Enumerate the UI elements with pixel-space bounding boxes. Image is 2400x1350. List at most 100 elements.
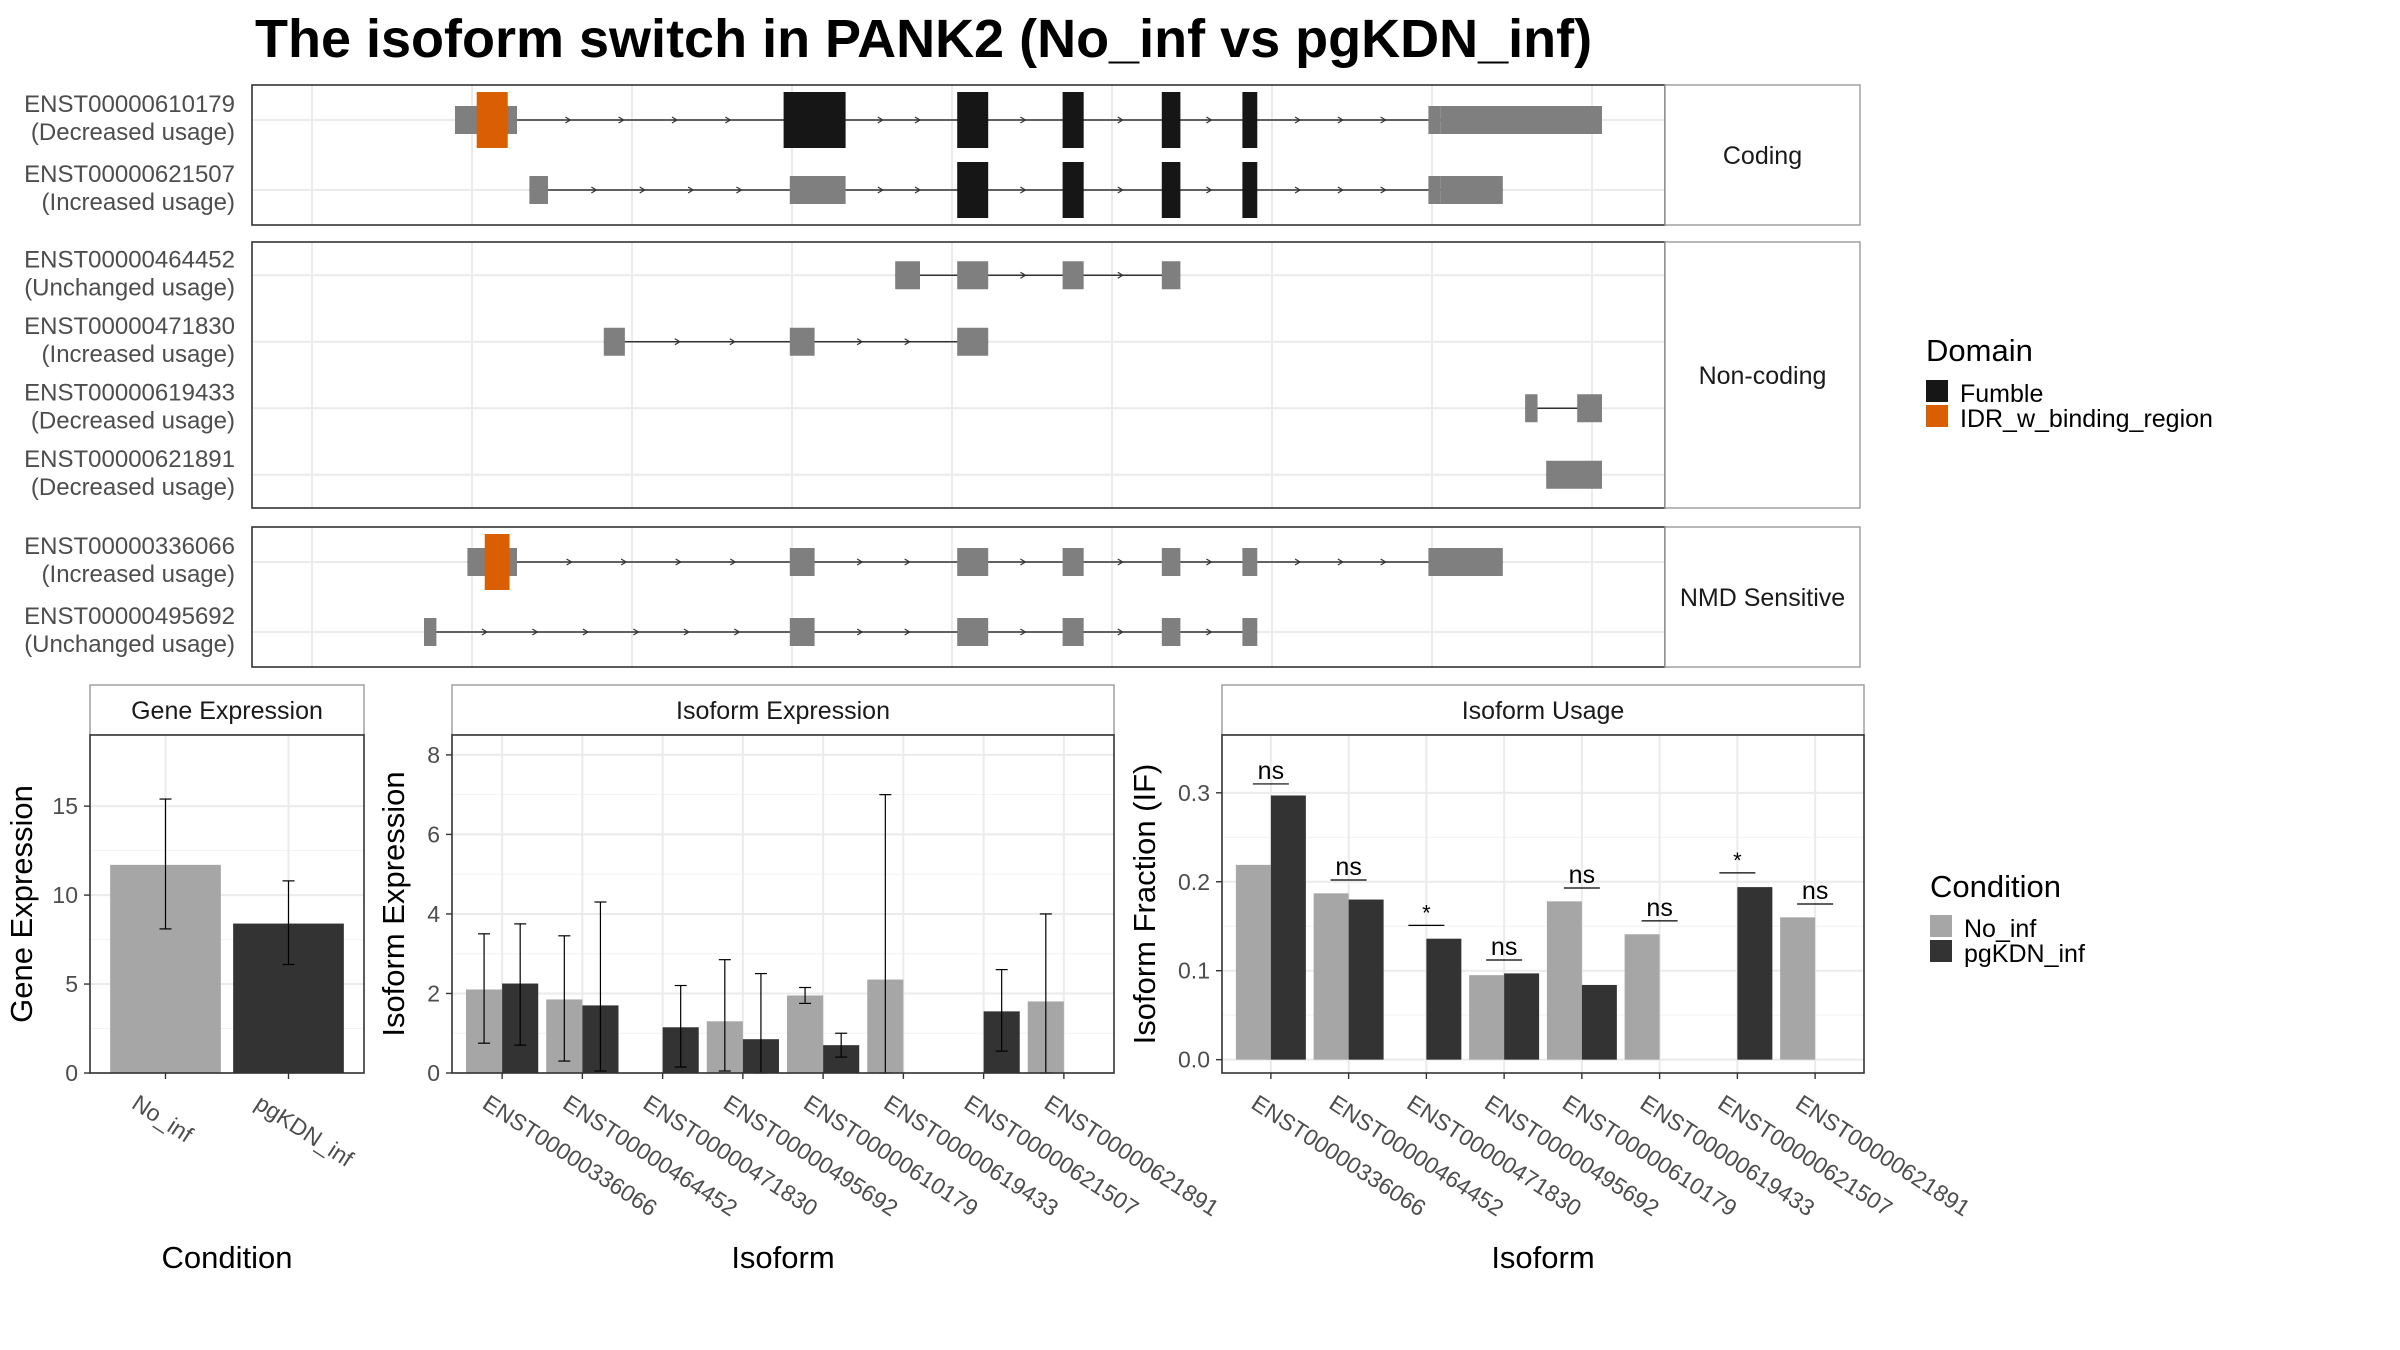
exon (1440, 106, 1602, 134)
figure-title: The isoform switch in PANK2 (No_inf vs p… (255, 9, 1592, 69)
intron-arrow (1206, 558, 1213, 566)
y-tick-label: 0.2 (1178, 869, 1210, 895)
transcript-structure-panels: ENST00000610179(Decreased usage)ENST0000… (24, 84, 1861, 668)
intron-arrow (1020, 558, 1027, 566)
transcript-track (1525, 394, 1602, 423)
exon (1428, 176, 1441, 204)
chart-title: Isoform Expression (676, 697, 890, 725)
transcript-id-label: ENST00000495692 (24, 603, 235, 630)
y-tick-label: 0.1 (1178, 958, 1210, 984)
chart-title: Gene Expression (131, 697, 323, 725)
bar (787, 995, 824, 1073)
intron-arrow (1020, 271, 1027, 279)
intron-arrow (633, 628, 640, 636)
intron-arrow (532, 628, 539, 636)
intron-arrow (729, 338, 736, 346)
exon (1062, 548, 1084, 576)
strip-label: NMD Sensitive (1680, 584, 1845, 612)
transcript-track (424, 618, 1258, 646)
transcript-usage-label: (Increased usage) (42, 341, 235, 368)
intron-arrow (914, 186, 922, 194)
bar (1235, 864, 1271, 1060)
transcript-id-label: ENST00000464452 (24, 246, 235, 273)
y-tick-label: 0 (65, 1060, 78, 1086)
x-tick-label: No_inf (128, 1089, 198, 1147)
exon (1062, 261, 1084, 290)
intron-arrow (1020, 628, 1027, 636)
transcript-usage-label: (Unchanged usage) (24, 274, 235, 301)
intron-arrow (1337, 186, 1345, 194)
exon (789, 327, 815, 356)
y-tick-label: 10 (52, 882, 78, 908)
y-axis-title: Isoform Expression (376, 771, 411, 1036)
intron-arrow (1117, 558, 1124, 566)
intron-arrow (1020, 186, 1027, 194)
exon (529, 176, 548, 204)
exon (1161, 92, 1181, 148)
x-tick-label: pgKDN_inf (251, 1089, 359, 1172)
intron-arrow (1380, 558, 1387, 566)
intron-arrow (1020, 116, 1027, 124)
exon (1161, 548, 1181, 576)
intron-arrow (1117, 271, 1124, 279)
condition-legend-title: Condition (1930, 869, 2061, 904)
exon (957, 261, 989, 290)
y-tick-label: 0.0 (1178, 1047, 1210, 1073)
bar (1546, 901, 1582, 1060)
bar (1737, 887, 1773, 1060)
bar (1581, 984, 1617, 1060)
exon (895, 261, 920, 290)
significance-label: ns (1569, 861, 1595, 889)
idr-domain (476, 92, 508, 148)
plot-border (1221, 734, 1865, 1074)
bar (1504, 973, 1540, 1060)
y-tick-label: 0 (427, 1060, 440, 1086)
intron-arrow (736, 186, 743, 194)
domain-legend: Domain Fumble IDR_w_binding_region (1926, 333, 2213, 433)
intron-arrow (904, 558, 911, 566)
y-tick-label: 6 (427, 821, 440, 847)
exon (1161, 618, 1181, 646)
bar (1780, 917, 1816, 1060)
transcript-track (603, 327, 989, 356)
intron-arrow (1206, 186, 1213, 194)
intron-arrow (904, 338, 911, 346)
exon (1440, 176, 1503, 204)
legend-label-no-inf: No_inf (1964, 915, 2036, 943)
legend-key-idr (1926, 405, 1948, 427)
y-axis-title: Isoform Fraction (IF) (1127, 764, 1162, 1045)
exon (789, 618, 815, 646)
intron-arrow (618, 116, 625, 124)
transcript-usage-label: (Decreased usage) (31, 474, 235, 501)
bar (1624, 934, 1660, 1060)
exon (1161, 261, 1181, 290)
significance-label: ns (1335, 853, 1361, 881)
domain-legend-title: Domain (1926, 333, 2033, 368)
exon (783, 92, 846, 148)
x-axis-title: Condition (162, 1240, 293, 1275)
intron-arrow (1117, 116, 1124, 124)
exon (1577, 394, 1602, 423)
intron-arrow (1117, 186, 1124, 194)
intron-arrow (1206, 628, 1213, 636)
intron-arrow (674, 338, 682, 346)
exon (1546, 460, 1602, 489)
chart-strip (89, 684, 365, 736)
y-axis-title: Gene Expression (4, 785, 39, 1023)
intron-arrow (856, 558, 864, 566)
intron-arrow (1294, 116, 1302, 124)
condition-legend: Condition No_inf pgKDN_inf (1930, 869, 2085, 968)
bar (1469, 975, 1505, 1060)
gene-expression-chart: Gene Expression 0 5 10 15 No_inf pgKDN_inf Cond… (4, 684, 365, 1275)
bar (1348, 899, 1384, 1060)
exon (1242, 162, 1258, 218)
transcript-usage-label: (Decreased usage) (31, 119, 235, 146)
transcript-track (1546, 460, 1602, 489)
y-tick-label: 5 (65, 971, 78, 997)
transcript-usage-label: (Decreased usage) (31, 407, 235, 434)
significance-label: * (1422, 900, 1431, 925)
intron-arrow (566, 558, 573, 566)
transcript-track (467, 534, 1503, 590)
exon (1062, 618, 1084, 646)
exon (1428, 106, 1441, 134)
